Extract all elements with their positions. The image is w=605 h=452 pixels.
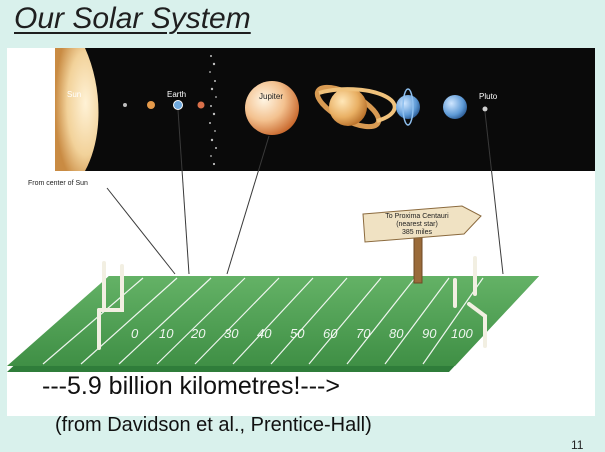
- pluto-label: Pluto: [479, 92, 498, 101]
- pluto-icon: [482, 106, 488, 112]
- mercury-icon: [123, 103, 127, 107]
- football-field: [7, 276, 539, 372]
- signpost-icon: [362, 205, 482, 284]
- asteroid-belt-icon: [209, 55, 217, 166]
- saturn-icon: [314, 84, 397, 130]
- solar-system-diagram: Sun Earth Jupiter Pluto: [7, 48, 595, 372]
- yard-marker: 100: [451, 326, 473, 341]
- yard-marker: 90: [422, 326, 437, 341]
- earth-label: Earth: [167, 90, 186, 99]
- jupiter-icon: [245, 81, 299, 135]
- yard-marker: 50: [290, 326, 305, 341]
- solar-system-figure: Sun Earth Jupiter Pluto: [7, 48, 595, 416]
- sign-destination: To Proxima Centauri: [385, 213, 449, 220]
- slide-title: Our Solar System: [14, 2, 251, 35]
- sun-icon: [55, 48, 99, 171]
- yard-marker: 30: [224, 326, 239, 341]
- sign-distance: 385 miles: [402, 229, 432, 236]
- jupiter-label: Jupiter: [259, 92, 283, 101]
- source-citation: (from Davidson et al., Prentice-Hall): [55, 414, 372, 436]
- sign-note: (nearest star): [396, 221, 438, 228]
- from-center-label: From center of Sun: [28, 180, 88, 187]
- yard-marker: 10: [159, 326, 174, 341]
- distance-caption: ---5.9 billion kilometres!--->: [42, 372, 340, 400]
- yard-marker: 70: [356, 326, 371, 341]
- pointer-lines: [106, 109, 504, 275]
- yard-marker: 60: [323, 326, 338, 341]
- yard-marker: 80: [389, 326, 404, 341]
- earth-icon: [173, 100, 183, 110]
- yard-marker: 0: [131, 326, 139, 341]
- goal-post-left-icon: [97, 261, 124, 350]
- mars-icon: [197, 101, 205, 109]
- goal-post-right-icon: [453, 256, 487, 348]
- page-number: 11: [571, 438, 584, 452]
- sun-label: Sun: [67, 90, 81, 99]
- neptune-icon: [443, 95, 467, 119]
- uranus-icon: [396, 88, 420, 126]
- yard-marker: 20: [190, 326, 206, 341]
- venus-icon: [147, 101, 155, 109]
- yard-marker: 40: [257, 326, 272, 341]
